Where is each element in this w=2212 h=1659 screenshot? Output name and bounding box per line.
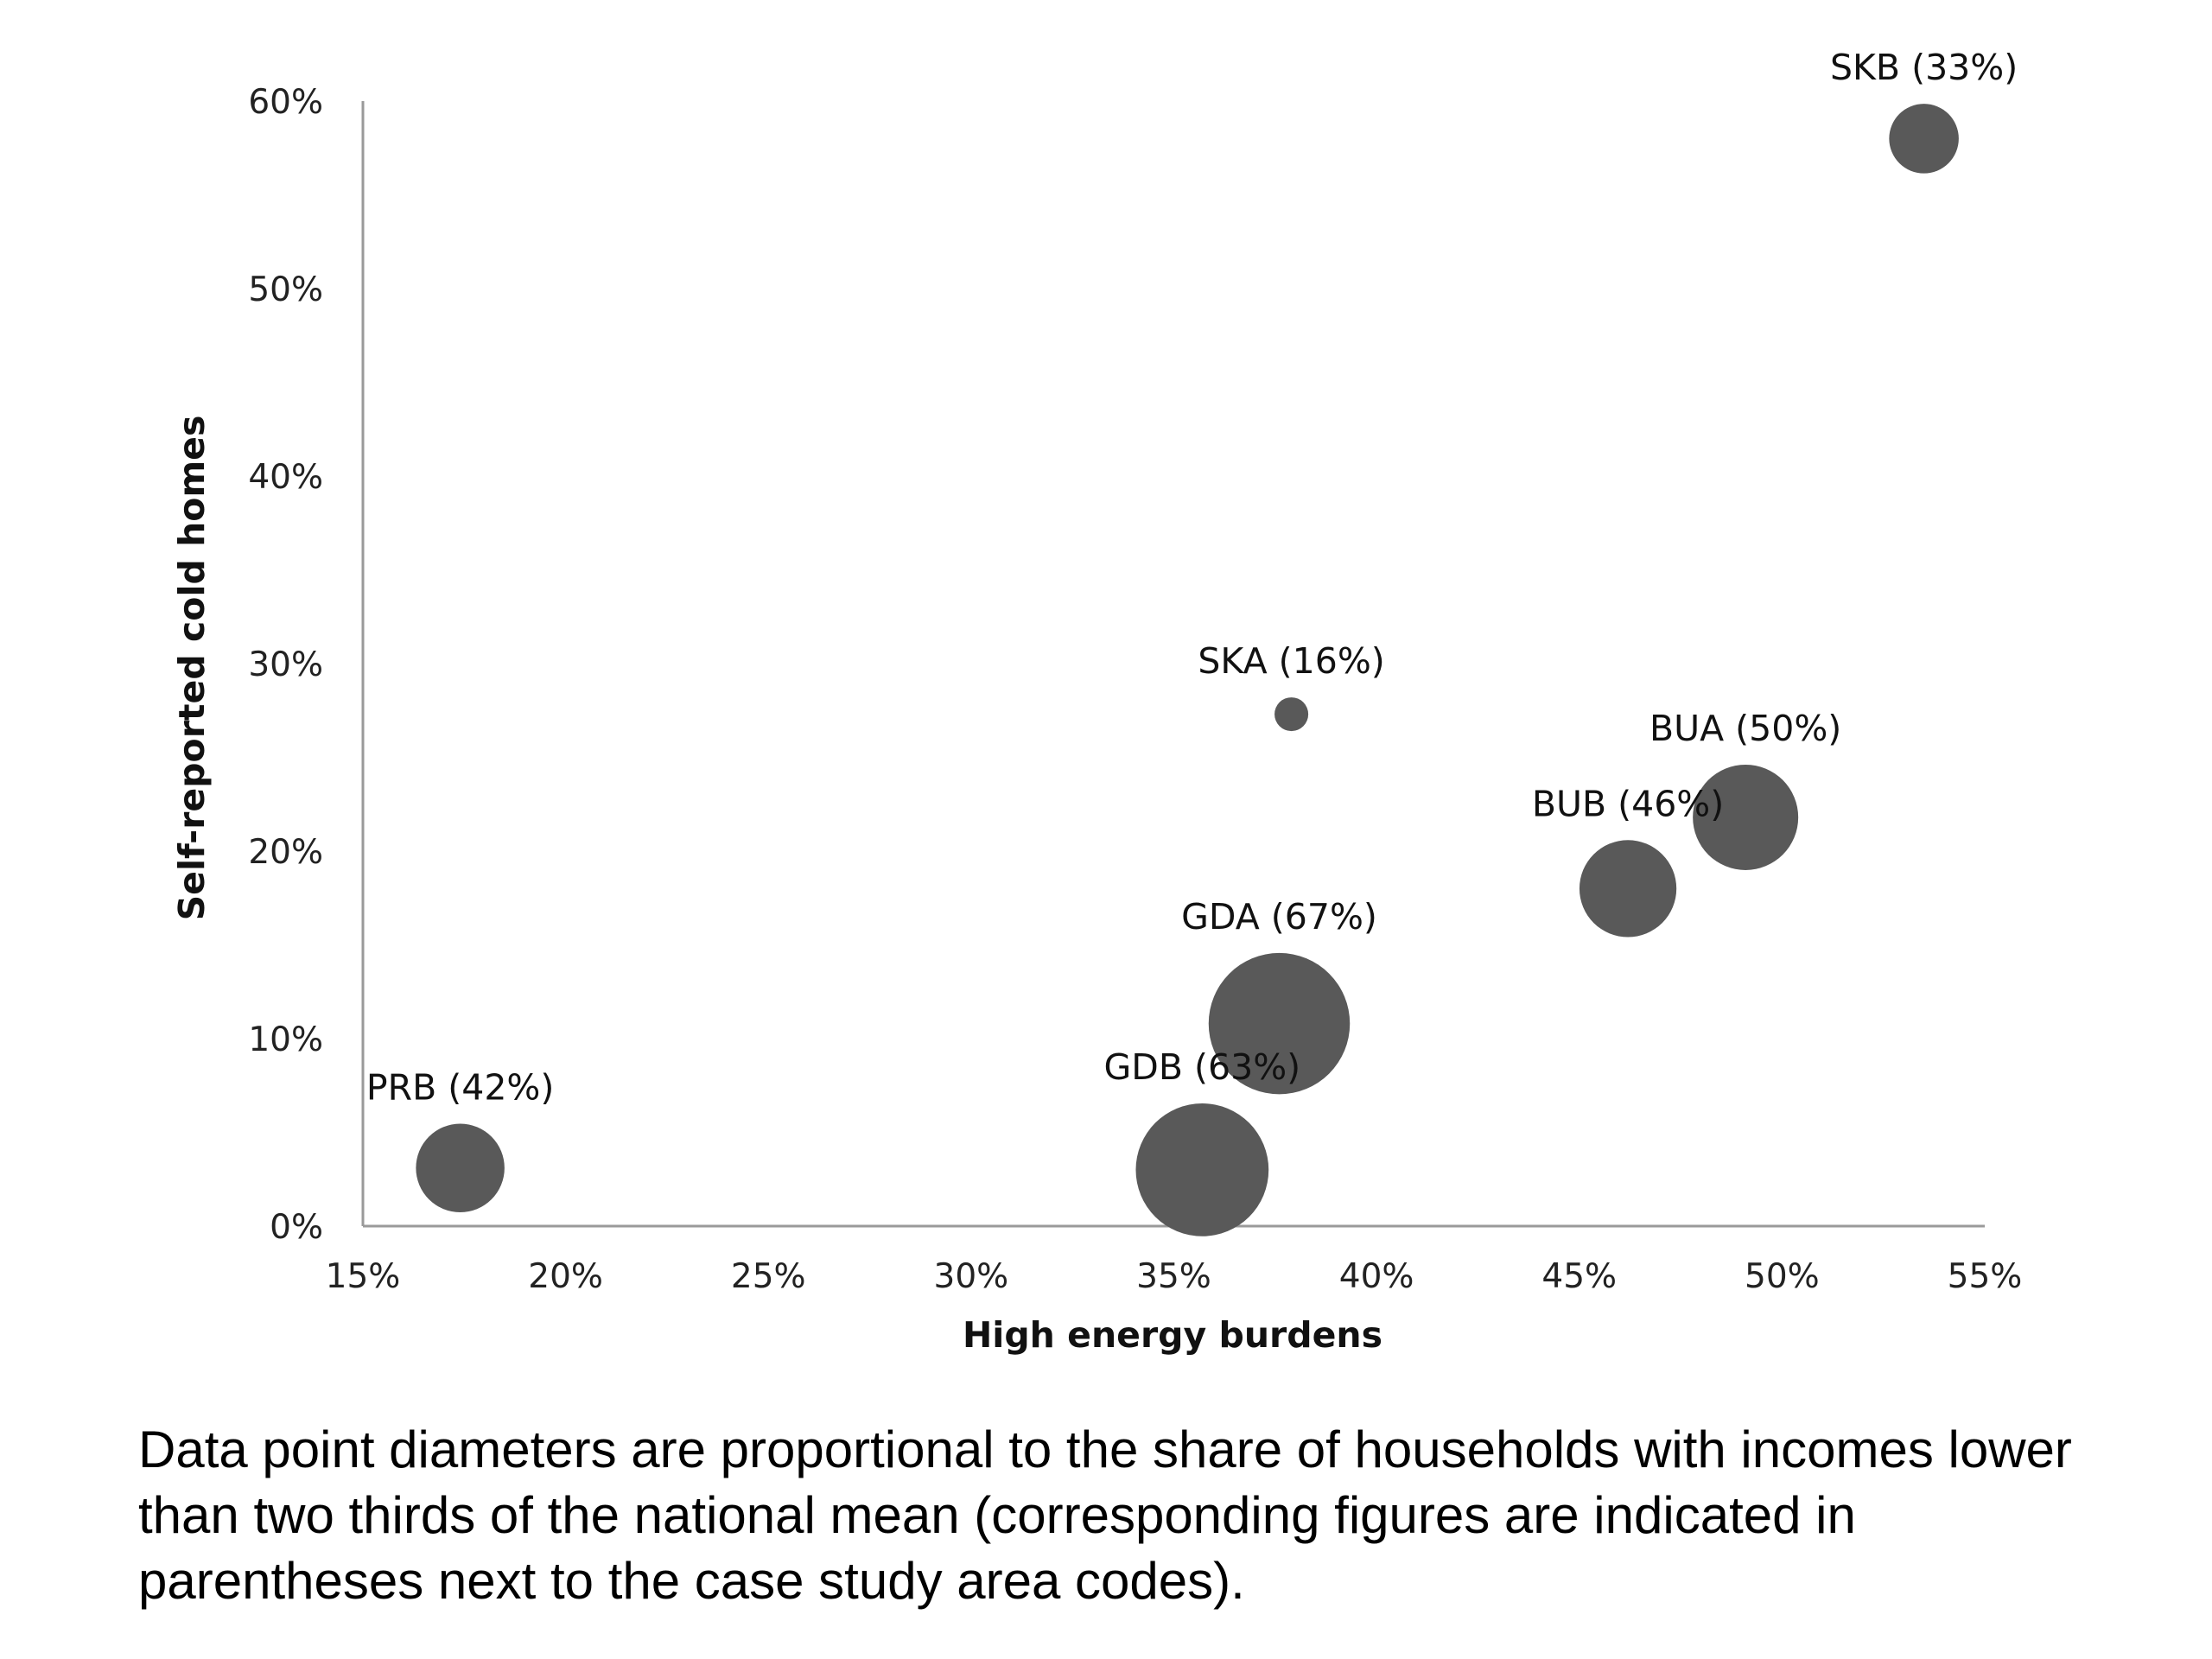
point-label-gda: GDA (67%): [1181, 896, 1377, 938]
scatter-chart: Self-reported cold homes High energy bur…: [171, 47, 2022, 1356]
y-tick-label: 20%: [248, 833, 323, 872]
data-point-gda: [1208, 952, 1351, 1095]
data-point-gdb: [1135, 1103, 1269, 1236]
x-tick-label: 40%: [1339, 1257, 1414, 1296]
data-point-ska: [1274, 697, 1309, 732]
x-tick-label: 55%: [1948, 1257, 2023, 1296]
y-tick-label: 40%: [248, 458, 323, 497]
y-tick-label: 10%: [248, 1020, 323, 1059]
point-label-skb: SKB (33%): [1830, 47, 2018, 88]
point-label-bua: BUA (50%): [1649, 708, 1841, 749]
data-point-prb: [416, 1123, 505, 1212]
data-point-bua: [1693, 764, 1799, 870]
tick-labels: 0% 10% 20% 30% 40% 50% 60% 15% 20% 25% 30% 35% 40% 45…: [248, 83, 2022, 1296]
x-tick-label: 35%: [1136, 1257, 1211, 1296]
point-label-prb: PRB (42%): [366, 1066, 555, 1108]
x-tick-label: 20%: [528, 1257, 603, 1296]
data-point-bub: [1579, 840, 1677, 938]
x-axis-title: High energy burdens: [963, 1314, 1382, 1356]
data-points: [416, 104, 1959, 1236]
x-tick-label: 15%: [326, 1257, 401, 1296]
x-tick-label: 50%: [1745, 1257, 1820, 1296]
x-tick-label: 45%: [1541, 1257, 1617, 1296]
y-axis-title: Self-reported cold homes: [171, 416, 213, 921]
figure-caption: Data point diameters are proportional to…: [138, 1421, 2072, 1610]
x-tick-label: 30%: [934, 1257, 1009, 1296]
y-tick-label: 0%: [270, 1208, 323, 1247]
data-point-skb: [1889, 104, 1959, 174]
y-tick-label: 30%: [248, 645, 323, 684]
point-label-gdb: GDB (63%): [1104, 1046, 1301, 1088]
point-label-bub: BUB (46%): [1532, 783, 1724, 824]
x-tick-label: 25%: [731, 1257, 806, 1296]
point-label-ska: SKA (16%): [1198, 640, 1384, 682]
y-tick-label: 50%: [248, 270, 323, 309]
y-tick-label: 60%: [248, 83, 323, 122]
point-labels: SKB (33%) SKA (16%) BUA (50%) BUB (46%) GDA …: [366, 47, 2018, 1108]
